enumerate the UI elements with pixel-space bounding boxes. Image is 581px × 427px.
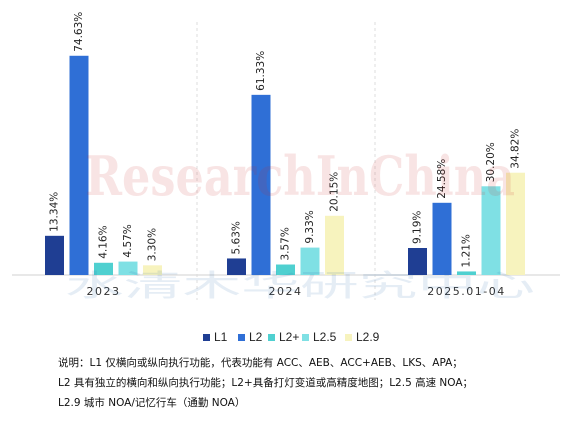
data-label-2-1: 5.63% [231,221,243,254]
category-label-1: 2023 [87,285,121,298]
watermark: ResearchInChina 水清木华研究中心 [65,144,535,304]
legend-label: L1 [214,330,228,344]
bar-l2--3 [457,271,476,275]
note-line-1: 说明：L1 仅横向或纵向执行功能，代表功能有 ACC、AEB、ACC+AEB、L… [58,357,463,369]
legend-label: L2+ [279,330,300,344]
note-line-3: L2.9 城市 NOA/记忆行车（通勤 NOA） [58,397,246,409]
legend-label: L2.5 [313,330,337,344]
bar-l2-2 [251,94,271,275]
chart-legend: L1 L2 L2+ L2.5 L2.9 [0,330,581,346]
data-label-3-3: 1.21% [461,234,473,267]
bar-l2--1 [94,262,113,275]
bar-l1-2 [227,258,246,275]
data-label-3-5: 34.82% [510,129,522,169]
legend-item-l2-: L2+ [268,330,299,344]
data-label-2-4: 9.33% [304,210,316,243]
data-label-1-3: 4.16% [98,225,110,258]
data-label-1-4: 4.57% [122,224,134,257]
chart-data-labels: 13.34% 74.63% 4.16% 4.57% 3.30% 5.63% 61.33% 3.… [49,12,522,268]
bar-l2-9-3 [506,172,525,275]
legend-swatch [238,333,245,341]
category-label-3: 2025.01-04 [427,285,505,298]
legend-label: L2 [249,330,263,344]
data-label-2-5: 20.15% [329,172,341,212]
bar-l2-9-2 [325,215,344,275]
data-label-3-2: 24.58% [436,159,448,199]
bar-l2-1 [69,55,89,275]
bar-l2-9-1 [143,265,162,275]
bar-l2-5-2 [300,247,320,275]
chart-category-labels: 2023 2024 2025.01-04 [87,285,505,298]
bar-chart: 13.34% 74.63% 4.16% 4.57% 3.30% 5.63% 61.33% 3.… [12,12,560,304]
legend-item-l2: L2 [238,330,262,344]
bar-l2-3 [432,202,452,275]
legend-swatch [302,333,309,341]
note-line-2: L2 具有独立的横向和纵向执行功能；L2+具备打灯变道或高精度地图；L2.5 高… [58,377,474,389]
data-label-1-2: 74.63% [73,12,85,52]
bar-l1-1 [45,235,64,275]
legend-item-l2-5: L2.5 [302,330,336,344]
legend-item-l1: L1 [203,330,227,344]
data-label-2-2: 61.33% [255,51,267,91]
watermark-text: ResearchInChina [85,144,515,208]
legend-swatch [268,333,275,341]
data-label-1-1: 13.34% [49,192,61,232]
watermark-cn-text: 水清木华研究中心 [65,269,535,304]
bar-l2--2 [276,264,295,275]
category-label-2: 2024 [269,285,303,298]
legend-label: L2.9 [356,330,380,344]
data-label-2-3: 3.57% [280,227,292,260]
legend-swatch [203,333,210,341]
legend-swatch [345,333,352,341]
data-label-3-4: 30.20% [485,142,497,182]
chart-note: 说明：L1 仅横向或纵向执行功能，代表功能有 ACC、AEB、ACC+AEB、L… [58,353,573,413]
data-label-3-1: 9.19% [412,211,424,244]
bar-l2-5-1 [118,261,138,275]
data-label-1-5: 3.30% [147,228,159,261]
bar-l2-5-3 [481,186,501,275]
bar-l1-3 [408,248,427,275]
chart-bars [45,55,525,275]
legend-item-l2-9: L2.9 [345,330,379,344]
